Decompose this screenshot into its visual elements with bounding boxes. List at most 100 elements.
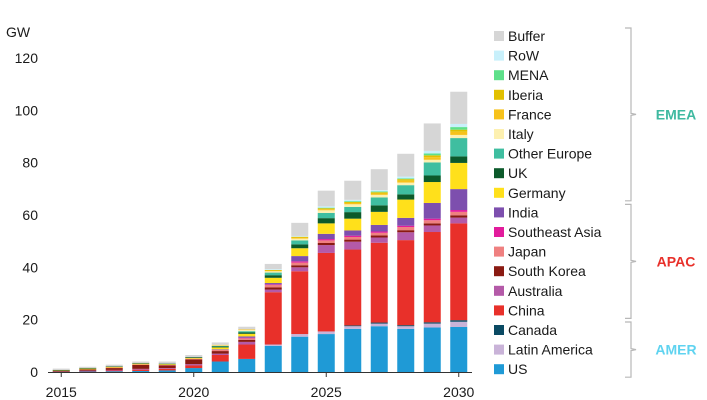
bar-segment-india-2028	[397, 217, 415, 226]
bar-segment-uk-2015	[52, 369, 70, 371]
bar-segment-south-korea-2019	[158, 365, 176, 369]
bar-segment-japan-2020	[185, 358, 203, 360]
bar-segment-row-2030	[450, 123, 468, 128]
bar-segment-australia-2023	[264, 289, 282, 293]
bars	[52, 91, 468, 373]
bar-segment-india-2021	[211, 349, 229, 350]
bar-segment-latin-america-2024	[291, 334, 309, 337]
bar-segment-south-korea-2030	[450, 215, 468, 218]
legend-swatch-southeast-asia	[494, 227, 504, 237]
legend-group-brackets: EMEA APAC AMER	[625, 27, 697, 378]
bar-segment-japan-2028	[397, 227, 415, 231]
bar-segment-buffer-2029	[423, 123, 441, 151]
bar-segment-china-2020	[185, 365, 203, 369]
bar-segment-germany-2019	[158, 364, 176, 365]
bar-segment-india-2030	[450, 189, 468, 211]
bar-stack-2023	[264, 263, 282, 372]
bar-segment-buffer-2026	[344, 180, 362, 200]
bar-segment-australia-2026	[344, 241, 362, 250]
bar-segment-china-2025	[317, 252, 335, 332]
bar-segment-australia-2025	[317, 245, 335, 253]
bar-segment-us-2020	[185, 368, 203, 372]
bar-segment-southeast-asia-2030	[450, 210, 468, 212]
bar-stack-2019	[158, 361, 176, 372]
legend-label-us: US	[508, 361, 527, 377]
bar-stack-2015	[52, 368, 70, 373]
x-tick-label: 2030	[443, 384, 474, 400]
legend-label-canada: Canada	[508, 322, 557, 338]
bar-segment-japan-2017	[105, 367, 123, 369]
bar-segment-us-2025	[317, 334, 335, 372]
bar-segment-buffer-2018	[132, 361, 150, 364]
bar-stack-2028	[397, 153, 415, 372]
bar-segment-australia-2030	[450, 217, 468, 224]
legend-swatch-mena	[494, 70, 504, 81]
bar-segment-australia-2027	[370, 237, 388, 243]
legend-swatch-italy	[494, 129, 504, 139]
bar-segment-south-korea-2027	[370, 235, 388, 238]
bar-segment-buffer-2023	[264, 263, 282, 270]
bar-segment-canada-2026	[344, 325, 362, 327]
bar-segment-australia-2018	[132, 368, 150, 370]
bar-segment-italy-2028	[397, 182, 415, 186]
bar-segment-canada-2029	[423, 322, 441, 324]
bar-segment-buffer-2020	[185, 354, 203, 358]
bar-segment-buffer-2021	[211, 342, 229, 345]
bar-segment-china-2029	[423, 232, 441, 323]
bar-segment-india-2027	[370, 224, 388, 232]
bar-segment-buffer-2025	[317, 190, 335, 207]
legend-item-other-europe: Other Europe	[494, 146, 592, 162]
bar-segment-other-europe-2029	[423, 162, 441, 176]
group-label-amer: AMER	[655, 342, 696, 358]
legend-swatch-latin-america	[494, 344, 504, 355]
legend-item-germany: Germany	[494, 185, 566, 201]
bar-segment-australia-2029	[423, 225, 441, 233]
bar-segment-uk-2030	[450, 156, 468, 163]
y-axis-unit-label: GW	[6, 24, 31, 40]
bar-segment-germany-2020	[185, 357, 203, 359]
y-tick-label: 40	[22, 259, 38, 275]
bar-segment-latin-america-2029	[423, 323, 441, 328]
bar-segment-buffer-2024	[291, 222, 309, 236]
bar-segment-india-2025	[317, 233, 335, 240]
bar-segment-latin-america-2028	[397, 326, 415, 329]
bar-segment-japan-2029	[423, 220, 441, 224]
bar-segment-china-2015	[52, 371, 70, 372]
legend-item-canada: Canada	[494, 322, 557, 338]
legend-swatch-germany	[494, 187, 504, 198]
legend-item-uk: UK	[494, 165, 528, 181]
bar-segment-row-2027	[370, 190, 388, 192]
bar-segment-china-2017	[105, 370, 123, 372]
x-tick-label: 2015	[46, 384, 77, 400]
bar-segment-italy-2022	[238, 329, 256, 332]
bar-segment-france-2022	[238, 329, 256, 330]
legend-label-india: India	[508, 204, 539, 220]
bar-segment-china-2019	[158, 368, 176, 371]
legend-item-india: India	[494, 204, 539, 220]
bar-segment-uk-2019	[158, 363, 176, 365]
legend-item-mena: MENA	[494, 67, 549, 83]
bar-segment-australia-2020	[185, 364, 203, 366]
y-tick-label: 20	[22, 312, 38, 328]
bar-segment-mena-2029	[423, 153, 441, 156]
bar-segment-south-korea-2026	[344, 239, 362, 242]
bar-segment-japan-2023	[264, 284, 282, 288]
bar-segment-uk-2017	[105, 366, 123, 367]
bar-segment-italy-2027	[370, 194, 388, 198]
bar-segment-south-korea-2016	[79, 369, 97, 371]
legend-label-italy: Italy	[508, 126, 534, 142]
bar-segment-germany-2018	[132, 363, 150, 365]
bar-segment-germany-2025	[317, 223, 335, 234]
bar-segment-other-europe-2030	[450, 138, 468, 157]
group-label-apac: APAC	[657, 253, 696, 269]
bar-segment-uk-2028	[397, 194, 415, 200]
bar-segment-uk-2020	[185, 357, 203, 358]
legend-item-china: China	[494, 302, 545, 318]
bar-segment-latin-america-2023	[264, 344, 282, 346]
bar-segment-south-korea-2029	[423, 223, 441, 226]
bar-segment-france-2028	[397, 180, 415, 183]
bar-segment-japan-2018	[132, 364, 150, 366]
bar-segment-china-2028	[397, 240, 415, 326]
legend-swatch-us	[494, 364, 504, 375]
bar-segment-france-2026	[344, 202, 362, 205]
